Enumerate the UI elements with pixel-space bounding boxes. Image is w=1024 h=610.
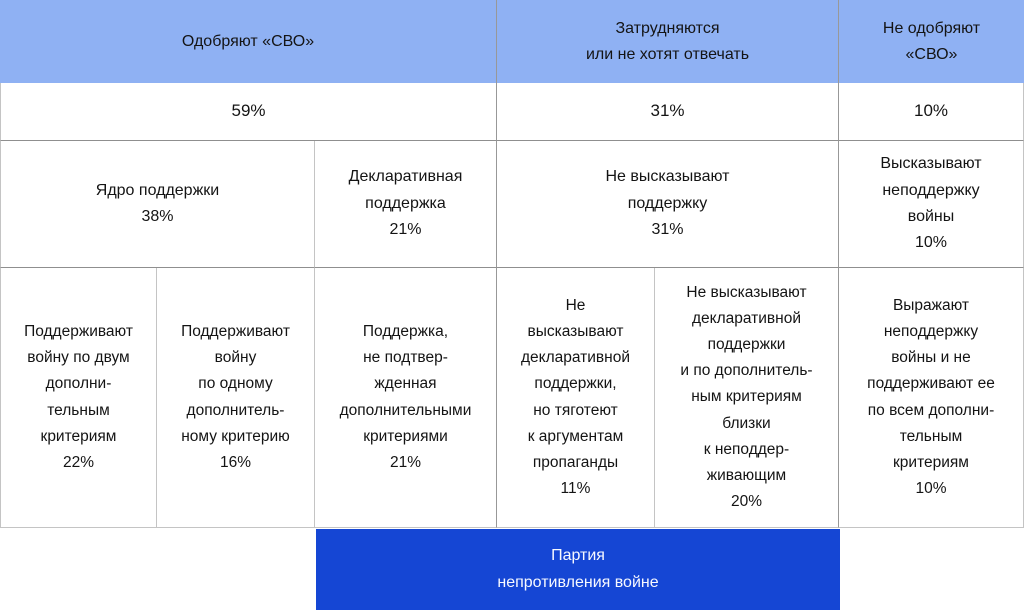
total-undecided-percent: 31% xyxy=(497,83,839,141)
cell-support-one-criterion: Поддерживают войну по одному дополнитель… xyxy=(157,268,315,528)
party-of-nonresistance-box: Партия непротивления войне xyxy=(316,529,840,610)
cell-express-nonsupport: Высказывают неподдержку войны 10% xyxy=(839,141,1024,268)
cell-no-support-expressed: Не высказывают поддержку 31% xyxy=(497,141,839,268)
total-approve-percent: 59% xyxy=(0,83,497,141)
cell-support-two-criteria: Поддерживают войну по двум дополни- тель… xyxy=(0,268,157,528)
total-disapprove-percent: 10% xyxy=(839,83,1024,141)
cell-unconfirmed-support: Поддержка, не подтвер- жденная дополните… xyxy=(315,268,497,528)
header-cell-disapprove: Не одобряют «СВО» xyxy=(839,0,1024,83)
header-cell-undecided: Затрудняются или не хотят отвечать xyxy=(497,0,839,83)
cell-close-to-nonsupporters: Не высказывают декларативной поддержки и… xyxy=(655,268,839,528)
header-cell-approve: Одобряют «СВО» xyxy=(0,0,497,83)
cell-full-nonsupport: Выражают неподдержку войны и не поддержи… xyxy=(839,268,1024,528)
cell-propaganda-leaning: Не высказывают декларативной поддержки, … xyxy=(497,268,655,528)
cell-core-support: Ядро поддержки 38% xyxy=(0,141,315,268)
cell-declarative-support: Декларативная поддержка 21% xyxy=(315,141,497,268)
